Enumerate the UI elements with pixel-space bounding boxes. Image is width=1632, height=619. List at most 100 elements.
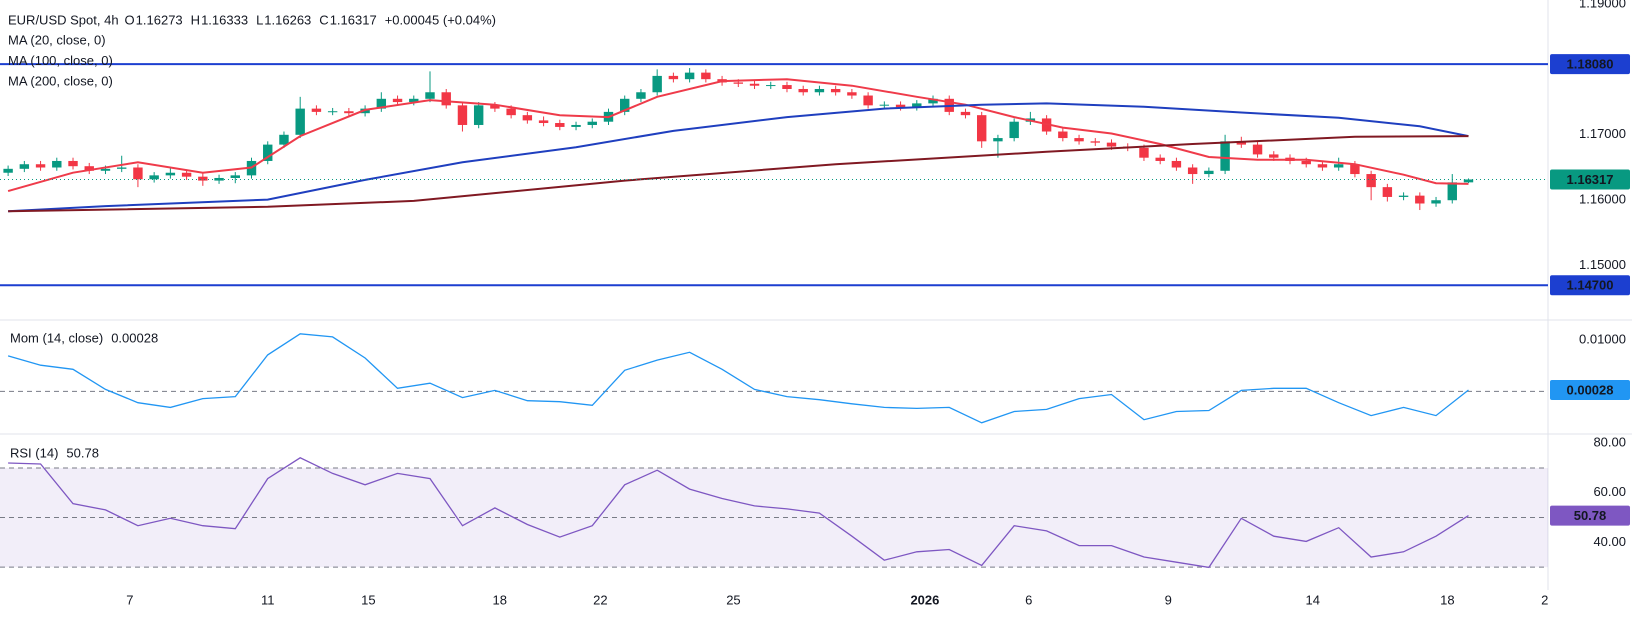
candle-body xyxy=(295,108,305,135)
candle-body xyxy=(1366,174,1376,188)
candle-body xyxy=(830,88,841,93)
y-tick-label: 60.00 xyxy=(1593,484,1626,499)
candle-body xyxy=(538,120,549,124)
legend-entry: MA (100, close, 0) xyxy=(8,53,113,68)
indicator-value: 50.78 xyxy=(66,445,99,460)
indicator-line xyxy=(7,333,1469,424)
candle-body xyxy=(847,92,857,96)
moving-average-line xyxy=(8,135,1469,213)
chart-title: EUR/USD Spot, 4h xyxy=(8,12,119,27)
indicator-title: RSI (14) xyxy=(10,445,58,460)
candle-body xyxy=(68,160,78,167)
candle-body xyxy=(425,92,435,99)
y-tick-label: 80.00 xyxy=(1593,435,1626,450)
x-tick-label: 22 xyxy=(593,592,607,607)
candle-body xyxy=(733,82,744,84)
x-tick-label: 2 xyxy=(1541,592,1548,607)
candle-body xyxy=(684,72,695,80)
candle-body xyxy=(1139,147,1149,158)
x-tick-label: 14 xyxy=(1305,592,1319,607)
price-badge xyxy=(1550,54,1630,75)
candle-body xyxy=(1252,144,1263,155)
candle-body xyxy=(636,92,646,99)
candle-body xyxy=(1350,164,1360,175)
ohlc-value: 1.16317 xyxy=(330,12,377,27)
candle-body xyxy=(1009,121,1019,139)
candle-body xyxy=(620,98,630,112)
x-tick-label: 6 xyxy=(1025,592,1032,607)
ohlc-value: 1.16333 xyxy=(201,12,248,27)
candle-body xyxy=(1187,167,1198,175)
candle-body xyxy=(84,166,94,171)
ohlc-value: 1.16263 xyxy=(264,12,311,27)
candle-body xyxy=(749,83,760,86)
candle-body xyxy=(1269,154,1279,158)
candle-body xyxy=(1236,141,1247,145)
candle-body xyxy=(1074,138,1084,142)
candle-body xyxy=(587,121,597,125)
candle-body xyxy=(19,164,30,169)
candle-body xyxy=(928,98,938,104)
candle-body xyxy=(766,85,776,87)
candle-body xyxy=(1220,141,1230,171)
price-badge-label: 1.18080 xyxy=(1567,57,1614,72)
ohlc-label: L xyxy=(256,12,263,27)
ohlc-label: H xyxy=(191,12,200,27)
price-badge-label: 50.78 xyxy=(1574,508,1607,523)
x-tick-label: 7 xyxy=(126,592,133,607)
candle-body xyxy=(555,123,565,127)
y-tick-label: 1.16000 xyxy=(1579,192,1626,207)
candle-body xyxy=(506,108,516,116)
candle-body xyxy=(652,75,662,93)
candle-body xyxy=(668,75,679,80)
candle-body xyxy=(1171,160,1182,168)
price-badge-label: 0.00028 xyxy=(1567,382,1614,397)
price-badge xyxy=(1550,275,1630,296)
candle-body xyxy=(1398,195,1409,197)
candle-body xyxy=(863,95,873,106)
x-tick-label: 18 xyxy=(493,592,507,607)
candle-body xyxy=(165,172,176,176)
candle-body xyxy=(35,164,46,168)
candle-body xyxy=(457,105,468,125)
x-tick-label: 11 xyxy=(261,592,275,607)
candle-body xyxy=(879,104,890,106)
ohlc-label: C xyxy=(319,12,328,27)
indicator-line xyxy=(8,457,1469,569)
price-badge-label: 1.14700 xyxy=(1567,278,1614,293)
candle-body xyxy=(149,175,159,180)
candle-body xyxy=(1090,141,1100,143)
candle-body xyxy=(1382,187,1393,197)
candle-body xyxy=(912,103,922,108)
candle-body xyxy=(1333,164,1344,168)
price-badge-label: 1.16317 xyxy=(1567,172,1614,187)
price-badge xyxy=(1550,505,1630,526)
x-tick-label: 18 xyxy=(1440,592,1454,607)
candle-body xyxy=(473,105,484,125)
candle-body xyxy=(311,108,322,112)
candle-body xyxy=(1106,142,1117,147)
x-tick-label: 2026 xyxy=(910,592,939,607)
candle-body xyxy=(1058,131,1068,139)
candle-body xyxy=(230,175,240,178)
moving-average-line xyxy=(7,78,1469,193)
x-tick-label: 9 xyxy=(1165,592,1172,607)
candle-body xyxy=(1431,200,1441,204)
candle-body xyxy=(116,167,127,169)
candle-body xyxy=(441,92,451,106)
candle-body xyxy=(100,168,111,171)
candle-body xyxy=(1317,164,1328,168)
legend-entry: MA (200, close, 0) xyxy=(8,73,113,88)
candle-body xyxy=(782,85,792,89)
candle-body xyxy=(52,160,62,168)
price-badge xyxy=(1550,379,1630,400)
candle-body xyxy=(344,111,354,114)
candle-body xyxy=(522,115,533,121)
candle-body xyxy=(409,98,419,103)
candle-body xyxy=(1447,182,1457,201)
candle-body xyxy=(376,98,387,109)
candle-body xyxy=(895,104,906,108)
